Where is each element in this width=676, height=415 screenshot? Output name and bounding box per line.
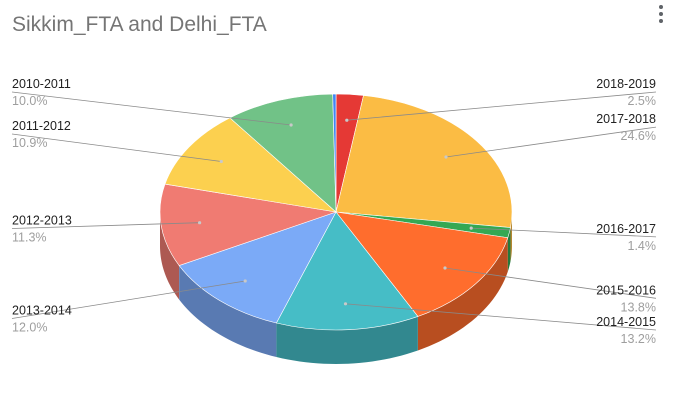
slice-label: 2016-2017	[596, 222, 656, 236]
chart-title: Sikkim_FTA and Delhi_FTA	[12, 13, 267, 36]
slice-other	[332, 93, 337, 213]
slice-side-2012-2013	[160, 212, 180, 300]
slice-label: 2012-2013	[12, 214, 72, 228]
slice-percent: 10.0%	[12, 94, 47, 108]
leader-dot	[198, 221, 202, 225]
slice-side-2013-2014	[179, 265, 277, 358]
slice-2015-2016	[335, 211, 509, 317]
slice-2014-2015	[275, 211, 419, 331]
leader-dot	[243, 279, 247, 283]
leader-dot	[443, 266, 447, 270]
leader-dot	[289, 123, 293, 127]
slice-side-2014-2015	[276, 316, 418, 364]
leader-dot	[469, 226, 473, 230]
leader-dot	[345, 118, 349, 122]
slice-percent: 13.8%	[621, 300, 656, 314]
slice-side-2016-2017	[507, 227, 511, 272]
leader-line	[11, 280, 246, 319]
leader-line	[345, 303, 657, 331]
slice-percent: 12.0%	[12, 321, 47, 335]
leader-line	[11, 222, 200, 229]
slice-label: 2011-2012	[12, 119, 71, 133]
slice-percent: 1.4%	[628, 239, 657, 253]
leader-line	[445, 126, 657, 158]
leader-line	[11, 133, 222, 162]
slice-percent: 10.9%	[12, 136, 47, 150]
slice-percent: 13.2%	[621, 332, 656, 346]
leader-line	[444, 267, 657, 299]
slice-side-2017-2018	[510, 212, 512, 262]
leader-dot	[343, 302, 348, 306]
slice-2010-2011	[229, 93, 337, 213]
more-vert-icon[interactable]	[654, 4, 668, 26]
slice-label: 2017-2018	[596, 112, 656, 126]
leader-dot	[444, 155, 448, 159]
slice-percent: 2.5%	[628, 94, 657, 108]
slice-2012-2013	[159, 183, 337, 266]
slice-label: 2013-2014	[12, 304, 72, 318]
slice-label: 2014-2015	[596, 315, 656, 329]
slice-2013-2014	[178, 211, 337, 324]
leader-line	[11, 91, 292, 126]
slice-2011-2012	[164, 117, 337, 213]
leader-line	[471, 227, 657, 238]
slice-2017-2018	[335, 95, 513, 228]
slice-label: 2018-2019	[596, 77, 656, 91]
slice-label: 2010-2011	[12, 77, 71, 91]
slice-percent: 24.6%	[621, 129, 656, 143]
leader-dot	[219, 159, 223, 164]
slice-label: 2015-2016	[596, 283, 656, 297]
slice-percent: 11.3%	[12, 231, 47, 245]
leader-line	[346, 91, 657, 121]
